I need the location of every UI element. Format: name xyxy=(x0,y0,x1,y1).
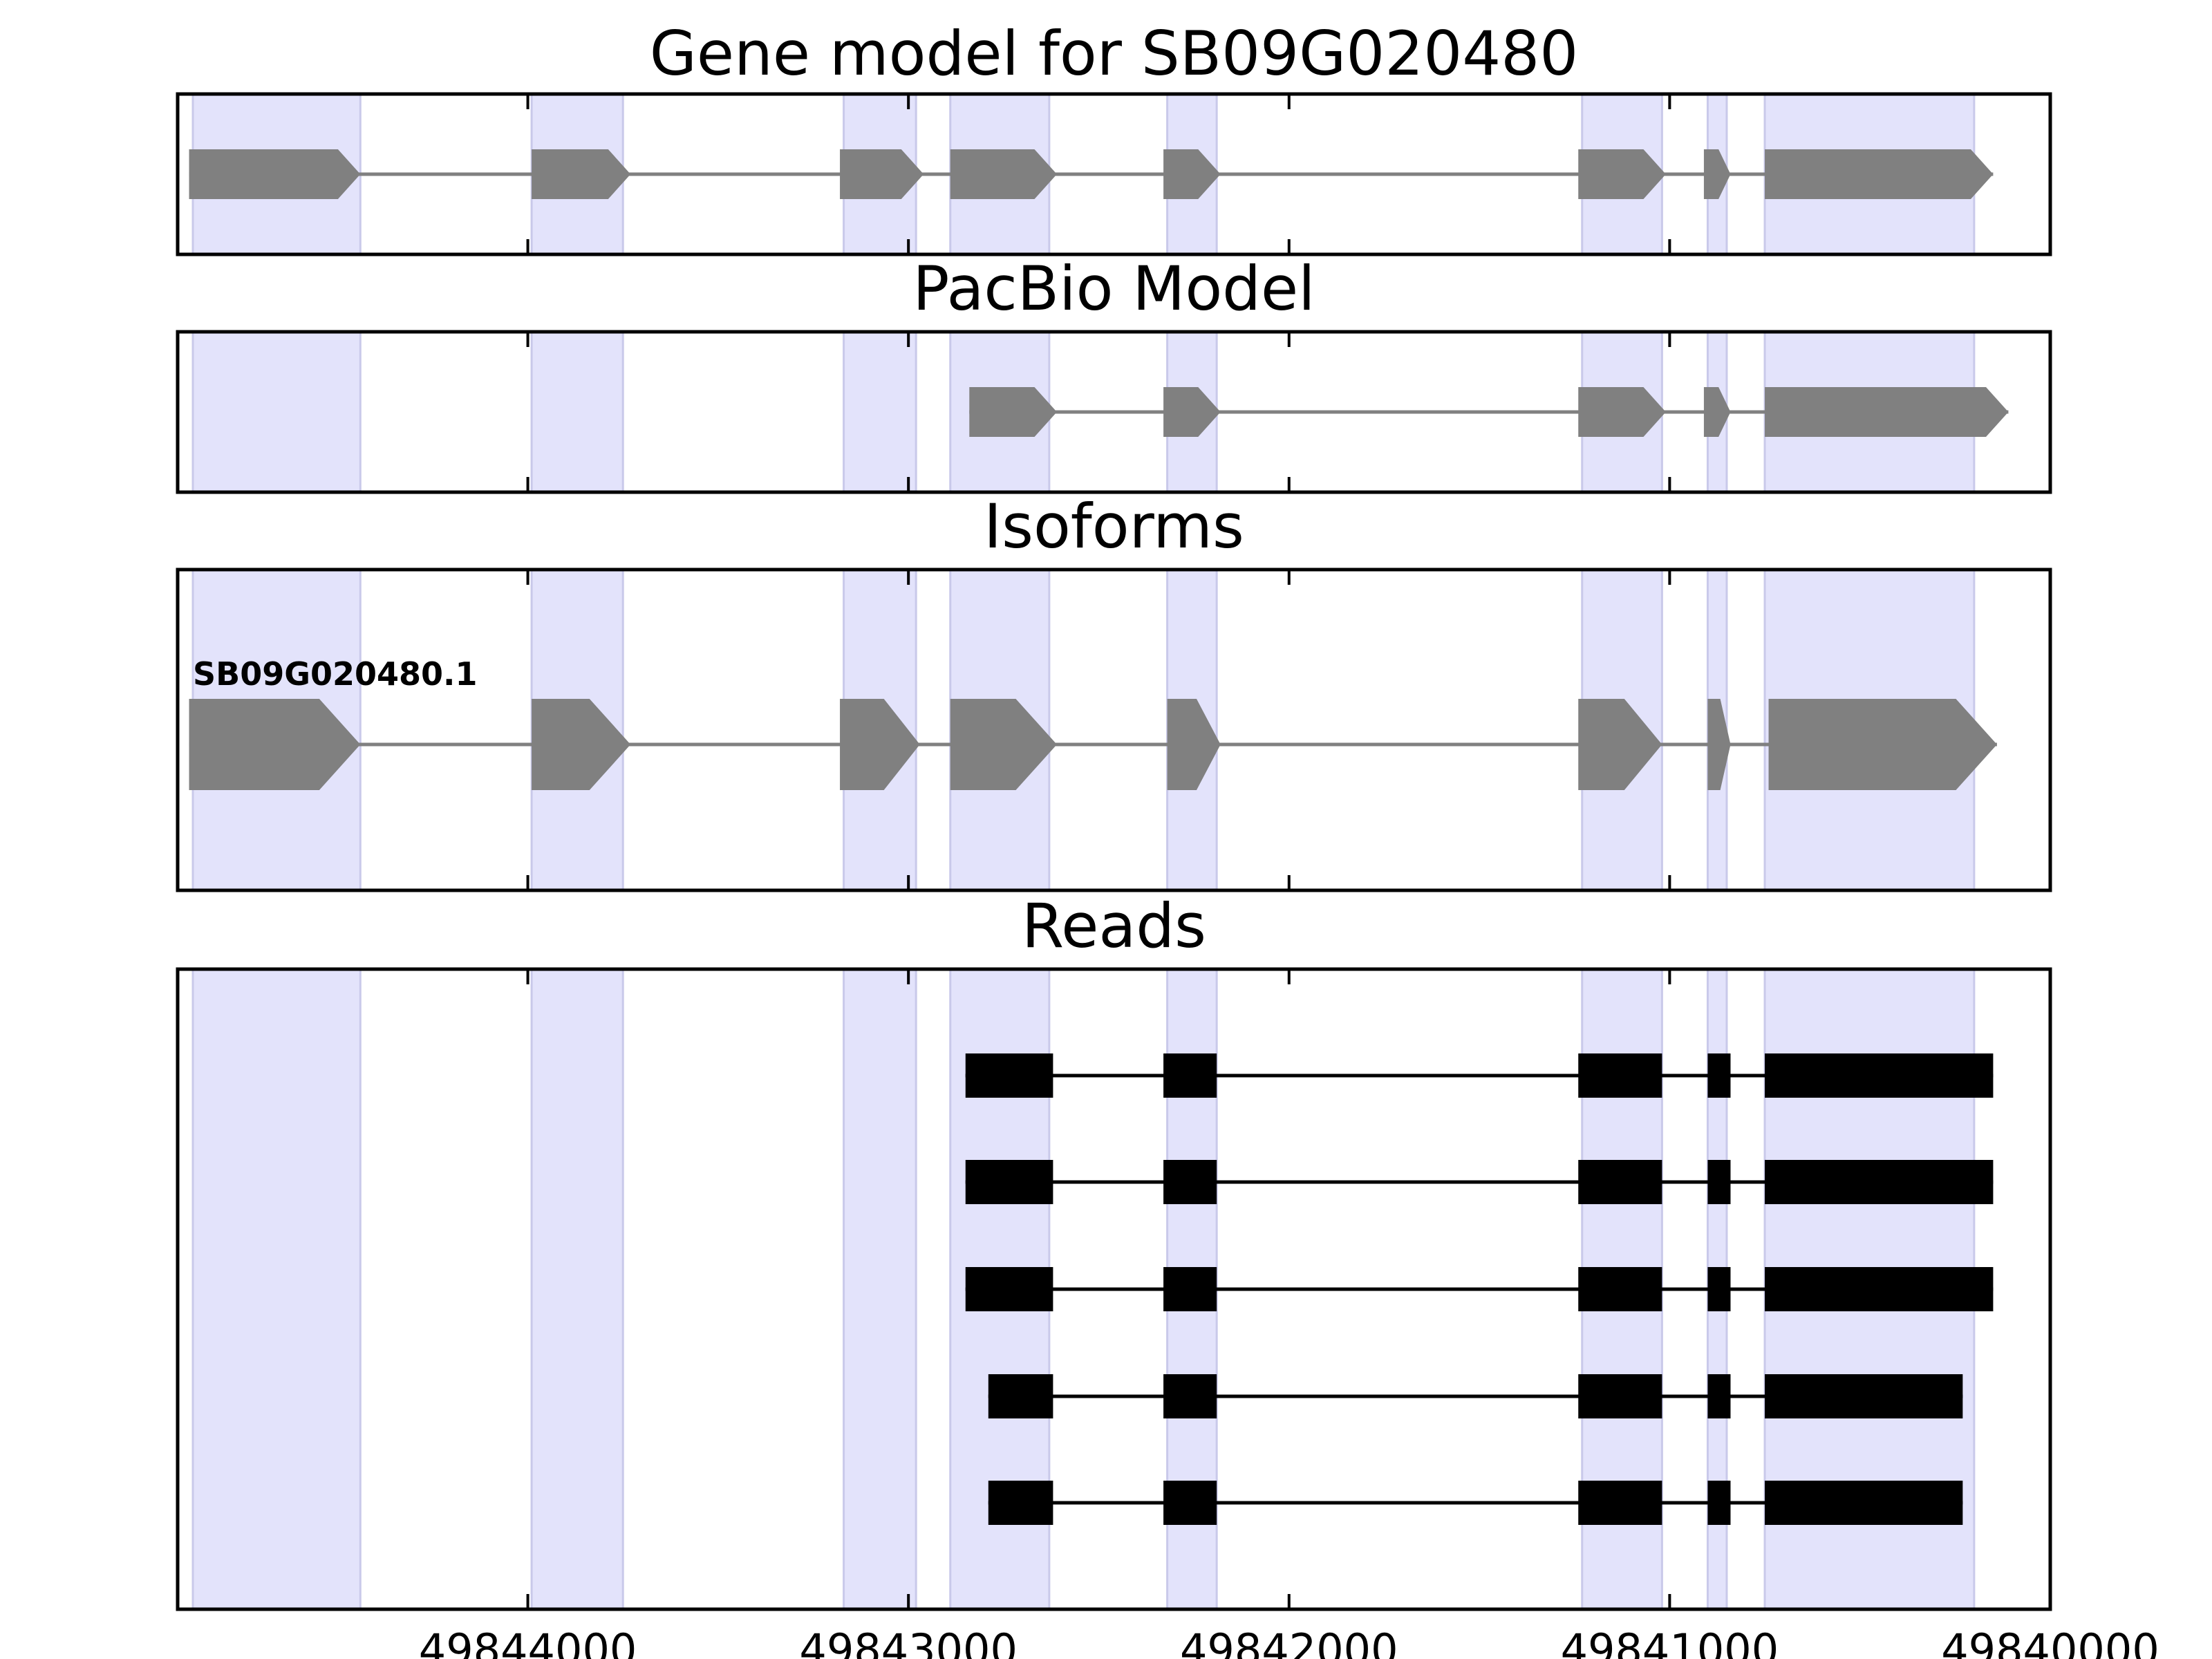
exon-arrow xyxy=(1765,149,1994,199)
read-exon-block xyxy=(988,1374,1053,1418)
exon-arrow xyxy=(189,699,361,790)
highlight-band xyxy=(530,330,624,494)
exon-arrow xyxy=(1167,699,1221,790)
read-exon-block xyxy=(1707,1374,1731,1418)
exon-arrow xyxy=(1578,149,1666,199)
x-tick-label: 49840000 xyxy=(1941,1624,2159,1659)
panel-title: Isoforms xyxy=(984,491,1244,562)
highlight-band xyxy=(191,330,362,494)
panel-frame xyxy=(176,330,2052,494)
panel-title: Reads xyxy=(1022,890,1206,962)
x-tick-label: 49841000 xyxy=(1561,1624,1779,1659)
exon-arrow xyxy=(1703,387,1731,437)
read-exon-block xyxy=(988,1481,1053,1525)
panel-frame xyxy=(176,92,2052,256)
read-exon-block xyxy=(1163,1160,1217,1204)
read-exon-block xyxy=(1578,1053,1662,1098)
read-exon-block xyxy=(1765,1374,1963,1418)
x-tick-label: 49842000 xyxy=(1180,1624,1398,1659)
panel-title: PacBio Model xyxy=(912,253,1315,324)
read-exon-block xyxy=(1578,1160,1662,1204)
highlight-band xyxy=(843,968,917,1611)
read-exon-block xyxy=(1578,1374,1662,1418)
panel-frame xyxy=(176,967,2052,1611)
highlight-band xyxy=(191,968,362,1611)
exon-arrow xyxy=(1578,699,1662,790)
exon-arrow xyxy=(840,699,920,790)
exon-arrow xyxy=(1707,699,1731,790)
read-exon-block xyxy=(1707,1481,1731,1525)
read-exon-block xyxy=(1578,1267,1662,1311)
pacbio-model-panel: PacBio Model xyxy=(176,253,2052,494)
exon-arrow xyxy=(1703,149,1731,199)
exon-arrow xyxy=(950,699,1057,790)
read-exon-block xyxy=(1765,1267,1994,1311)
read-exon-block xyxy=(1578,1481,1662,1525)
highlight-band xyxy=(530,968,624,1611)
read-exon-block xyxy=(1707,1053,1731,1098)
exon-arrow xyxy=(1163,387,1221,437)
exon-arrow xyxy=(1163,149,1221,199)
exon-arrow xyxy=(950,149,1057,199)
highlight-band xyxy=(843,330,917,494)
read-exon-block xyxy=(1707,1267,1731,1311)
exon-arrow xyxy=(532,149,631,199)
isoforms-panel: Isoforms SB09G020480.1 xyxy=(176,491,2052,892)
read-exon-block xyxy=(965,1160,1053,1204)
gene-model-panel: Gene model for SB09G020480 xyxy=(176,18,2052,256)
panel-frame xyxy=(176,568,2052,892)
read-exon-block xyxy=(1163,1481,1217,1525)
panels-layer: Gene model for SB09G020480 PacBio Model Is… xyxy=(176,18,2159,1659)
reads-panel: Reads xyxy=(176,890,2052,1611)
exon-arrow xyxy=(532,699,631,790)
read-exon-block xyxy=(1163,1053,1217,1098)
exon-arrow xyxy=(840,149,924,199)
isoform-label: SB09G020480.1 xyxy=(193,655,477,693)
read-exon-block xyxy=(1707,1160,1731,1204)
read-exon-block xyxy=(1765,1053,1994,1098)
read-exon-block xyxy=(1765,1481,1963,1525)
exon-arrow xyxy=(1765,387,2009,437)
x-tick-label: 49844000 xyxy=(419,1624,637,1659)
exon-arrow xyxy=(1768,699,1997,790)
read-exon-block xyxy=(1163,1267,1217,1311)
read-exon-block xyxy=(1765,1160,1994,1204)
exon-arrow xyxy=(1578,387,1666,437)
read-exon-block xyxy=(965,1053,1053,1098)
panel-title: Gene model for SB09G020480 xyxy=(650,18,1579,89)
x-tick-label: 49843000 xyxy=(799,1624,1018,1659)
read-exon-block xyxy=(965,1267,1053,1311)
exon-arrow xyxy=(969,387,1057,437)
exon-arrow xyxy=(189,149,361,199)
read-exon-block xyxy=(1163,1374,1217,1418)
